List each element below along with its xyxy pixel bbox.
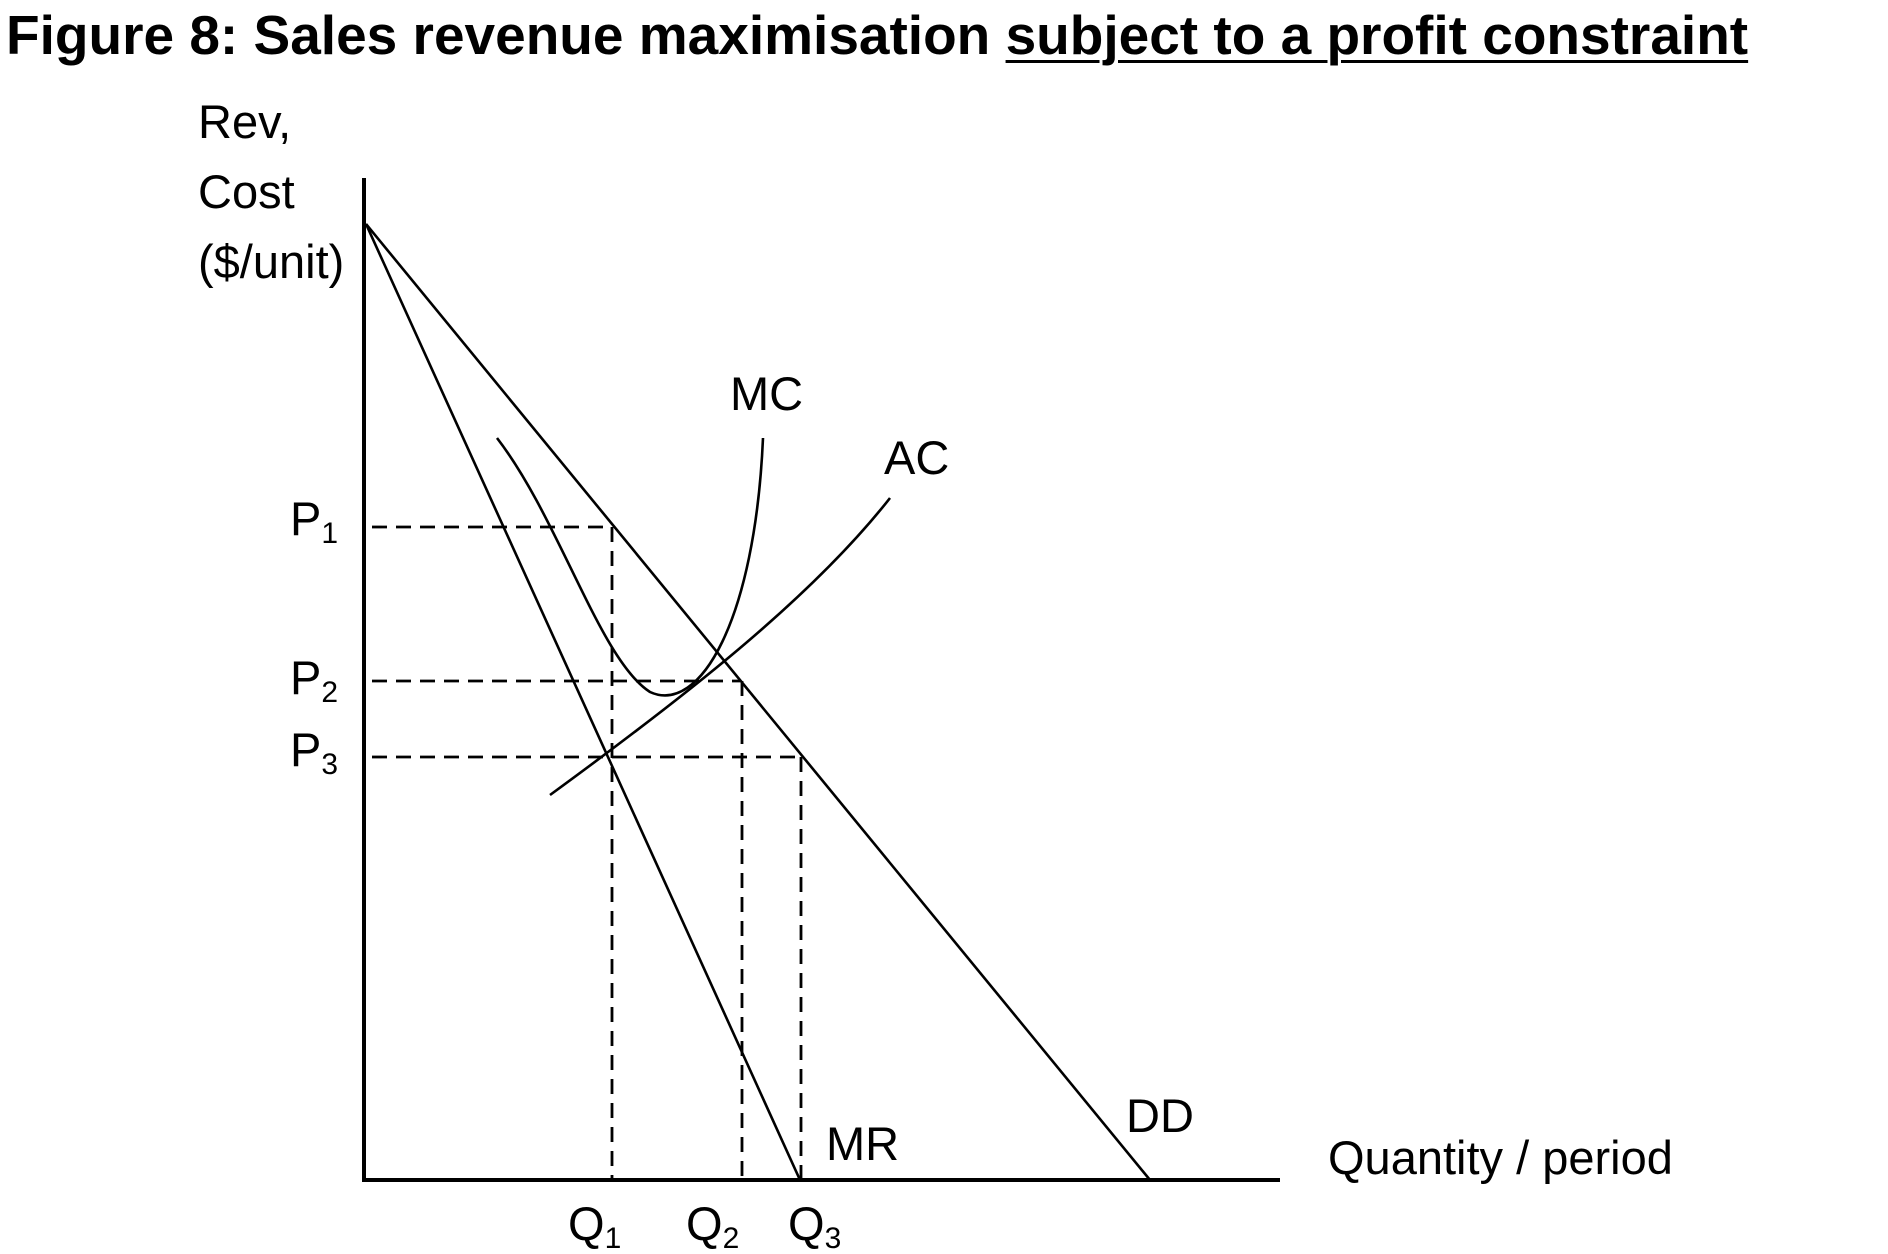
- title-emphasis: subject to a profit constraint: [1005, 4, 1749, 66]
- quantity-label-q1: Q1: [568, 1197, 621, 1254]
- mc-label: MC: [730, 367, 803, 420]
- ac-curve: [549, 497, 892, 797]
- price-label-p3: P3: [290, 723, 338, 781]
- dd-label: DD: [1126, 1089, 1194, 1142]
- mc-curve: [495, 437, 765, 697]
- mr-label: MR: [826, 1117, 899, 1170]
- quantity-label-q2: Q2: [686, 1197, 739, 1254]
- y-axis-label-line-2: Cost: [198, 165, 295, 218]
- quantity-label-q3: Q3: [788, 1197, 841, 1254]
- y-axis-label-line-1: Rev,: [198, 95, 291, 148]
- title-prefix: Figure 8: Sales revenue maximisation: [6, 4, 1006, 66]
- mr-curve: [364, 223, 802, 1181]
- ac-label: AC: [884, 431, 949, 484]
- price-label-p1: P1: [290, 492, 338, 550]
- dd-curve: [364, 223, 1152, 1181]
- page-title: Figure 8: Sales revenue maximisation sub…: [6, 2, 1748, 68]
- y-axis-label-line-3: ($/unit): [198, 235, 344, 288]
- x-axis-label: Quantity / period: [1328, 1131, 1673, 1184]
- price-label-p2: P2: [290, 651, 338, 709]
